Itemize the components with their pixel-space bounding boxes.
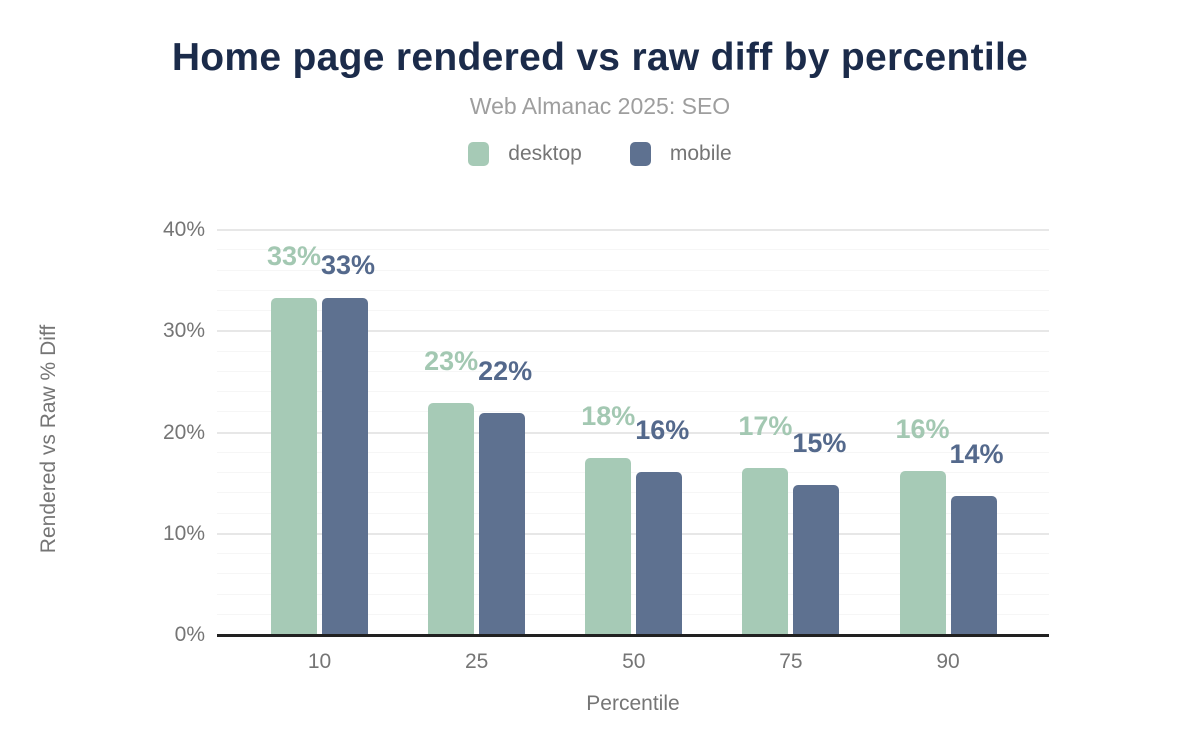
- bar-mobile-p90: [950, 496, 997, 635]
- mobile-swatch-icon: [629, 142, 651, 166]
- y-tick-label-20pct: 20%: [162, 420, 205, 444]
- minor-gridline-38: [217, 249, 1049, 251]
- minor-gridline-4: [217, 593, 1049, 595]
- bar-mobile-p75: [793, 485, 840, 635]
- bar-desktop-p75: [742, 467, 789, 635]
- x-tick-label-90: 90: [936, 650, 960, 673]
- data-label-desktop-p50: 18%: [581, 400, 636, 431]
- bar-desktop-p90: [899, 470, 946, 635]
- x-tick-label-75: 75: [779, 650, 803, 673]
- data-label-mobile-p75: 15%: [792, 428, 847, 459]
- data-label-mobile-p50: 16%: [635, 415, 690, 445]
- minor-gridline-8: [217, 553, 1049, 554]
- data-label-mobile-p90: 14%: [949, 439, 1004, 470]
- y-axis-title: Rendered vs Raw % Diff: [37, 324, 60, 554]
- y-tick-label-10pct: 10%: [162, 521, 205, 545]
- data-label-desktop-p25: 23%: [424, 346, 479, 377]
- data-label-mobile-p10: 33%: [320, 249, 376, 280]
- minor-gridline-36: [217, 269, 1049, 271]
- major-gridline-10: [217, 532, 1049, 535]
- chart-title: Home page rendered vs raw diff by percen…: [171, 36, 1029, 79]
- minor-gridline-16: [217, 472, 1049, 473]
- minor-gridline-2: [217, 613, 1049, 615]
- x-tick-label-25: 25: [464, 650, 489, 673]
- legend-label-desktop: desktop: [508, 142, 582, 165]
- bar-desktop-p50: [585, 457, 632, 635]
- minor-gridline-24: [217, 391, 1049, 392]
- bar-mobile-p25: [479, 413, 526, 635]
- data-label-desktop-p90: 16%: [895, 413, 950, 444]
- minor-gridline-18: [217, 451, 1049, 453]
- x-axis-title: Percentile: [586, 692, 680, 715]
- bar-desktop-p10: [271, 297, 317, 635]
- desktop-swatch-icon: [468, 142, 490, 166]
- legend-label-mobile: mobile: [669, 142, 732, 165]
- minor-gridline-22: [217, 411, 1049, 413]
- x-tick-label-10: 10: [307, 650, 332, 673]
- plot-area: 33% 33% 23% 22% 18% 16% 17% 15% 16% 14%: [217, 229, 1049, 637]
- y-tick-label-40pct: 40%: [162, 218, 205, 241]
- minor-gridline-6: [217, 573, 1049, 575]
- y-tick-label-0pct: 0%: [174, 623, 205, 646]
- major-gridline-30: [217, 330, 1049, 333]
- chart-subtitle: Web Almanac 2025: SEO: [469, 93, 731, 119]
- minor-gridline-28: [217, 350, 1049, 352]
- data-label-mobile-p25: 22%: [478, 356, 533, 387]
- minor-gridline-34: [217, 289, 1049, 291]
- bar-mobile-p10: [322, 297, 368, 635]
- major-gridline-20: [217, 431, 1049, 434]
- bar-mobile-p50: [636, 472, 683, 635]
- minor-gridline-12: [217, 512, 1049, 514]
- legend-item-mobile: mobile: [629, 142, 732, 166]
- data-label-desktop-p75: 17%: [738, 410, 793, 441]
- x-axis-line: [217, 634, 1049, 637]
- legend-item-desktop: desktop: [468, 142, 582, 166]
- minor-gridline-14: [217, 492, 1049, 494]
- legend: desktop mobile: [0, 142, 1200, 166]
- major-gridline-40: [217, 229, 1049, 231]
- x-tick-label-50: 50: [622, 650, 646, 673]
- bar-desktop-p25: [428, 403, 475, 635]
- y-tick-label-30pct: 30%: [162, 319, 205, 343]
- minor-gridline-32: [217, 310, 1049, 311]
- data-label-desktop-p10: 33%: [266, 240, 322, 271]
- minor-gridline-26: [217, 370, 1049, 372]
